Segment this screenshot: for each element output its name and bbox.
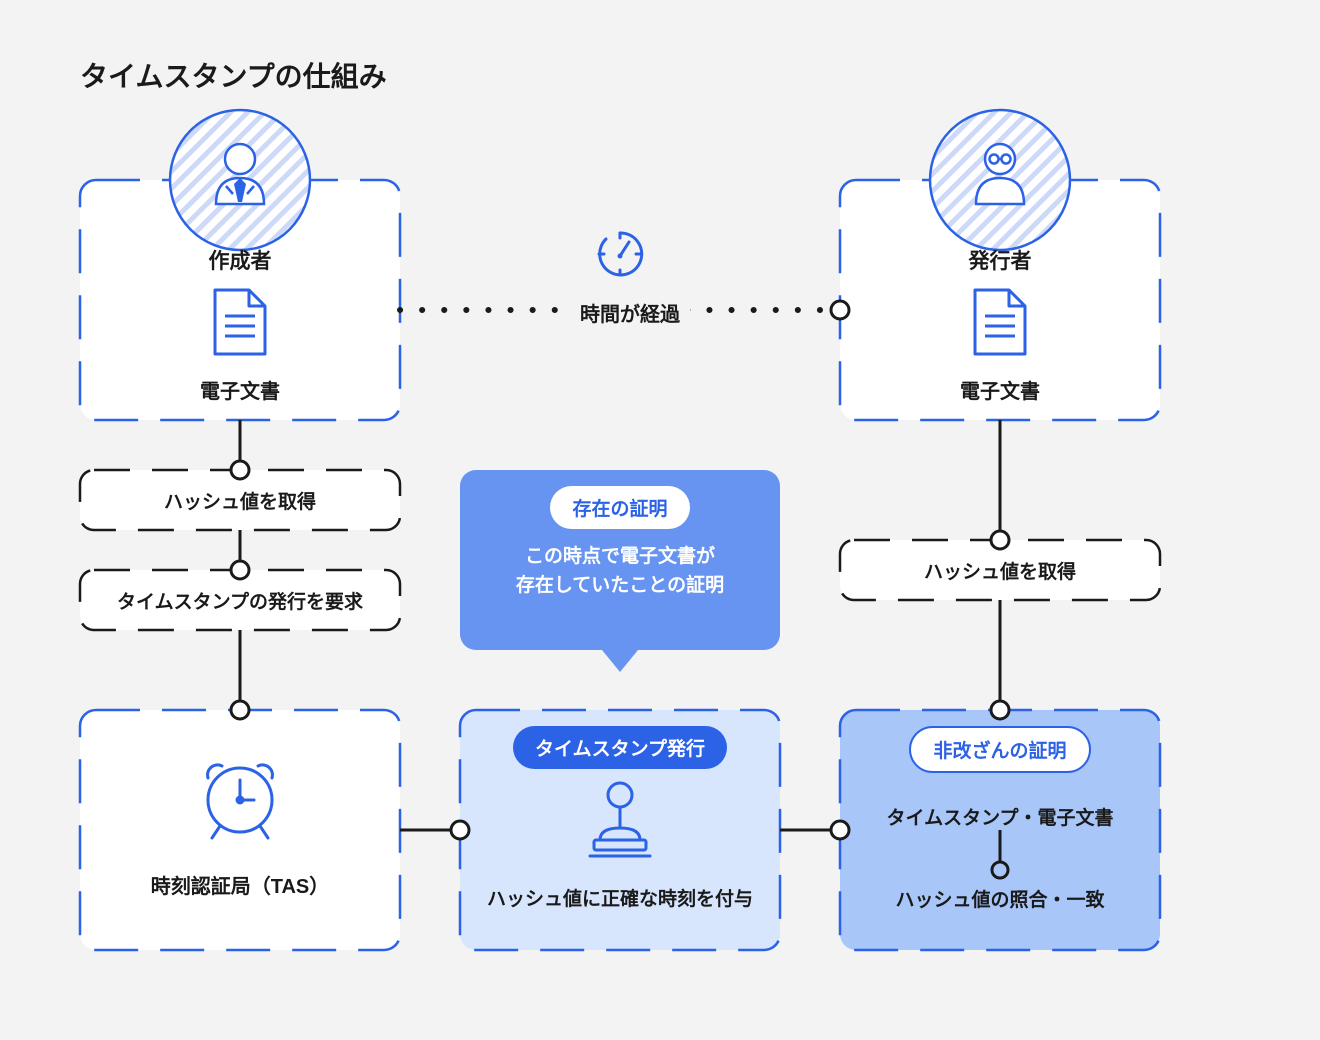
verify-line2: ハッシュ値の照合・一致 <box>840 885 1160 912</box>
ts-request-box: タイムスタンプの発行を要求 <box>80 570 400 630</box>
ts-request-label: タイムスタンプの発行を要求 <box>117 587 363 614</box>
callout-pill: 存在の証明 <box>550 486 689 529</box>
verify-pill: 非改ざんの証明 <box>909 726 1090 773</box>
diagram-title: タイムスタンプの仕組み <box>80 55 387 95</box>
creator-doc-label: 電子文書 <box>80 375 400 404</box>
hash-get-right-label: ハッシュ値を取得 <box>924 557 1076 584</box>
time-elapsed-label: 時間が経過 <box>570 298 690 327</box>
hash-get-left-box: ハッシュ値を取得 <box>80 470 400 530</box>
tas-box: 時刻認証局（TAS） <box>80 870 400 899</box>
tas-label: 時刻認証局（TAS） <box>151 876 330 898</box>
existence-callout: 存在の証明 この時点で電子文書が 存在していたことの証明 <box>460 470 780 650</box>
issuer-label: 発行者 <box>840 245 1160 275</box>
hash-get-left-label: ハッシュ値を取得 <box>164 487 316 514</box>
diagram-canvas: タイムスタンプの仕組み <box>0 0 1320 1040</box>
verify-line1: タイムスタンプ・電子文書 <box>840 803 1160 830</box>
callout-line1: この時点で電子文書が <box>460 543 780 572</box>
hash-get-right-box: ハッシュ値を取得 <box>840 540 1160 600</box>
callout-tail <box>602 650 638 672</box>
callout-line2: 存在していたことの証明 <box>460 572 780 601</box>
ts-issue-box: タイムスタンプ発行 ハッシュ値に正確な時刻を付与 <box>460 710 780 911</box>
ts-issue-text: ハッシュ値に正確な時刻を付与 <box>460 884 780 911</box>
ts-issue-pill: タイムスタンプ発行 <box>513 726 727 769</box>
verify-box: 非改ざんの証明 タイムスタンプ・電子文書 ハッシュ値の照合・一致 <box>840 710 1160 912</box>
creator-label: 作成者 <box>80 245 400 275</box>
issuer-doc-label: 電子文書 <box>840 375 1160 404</box>
